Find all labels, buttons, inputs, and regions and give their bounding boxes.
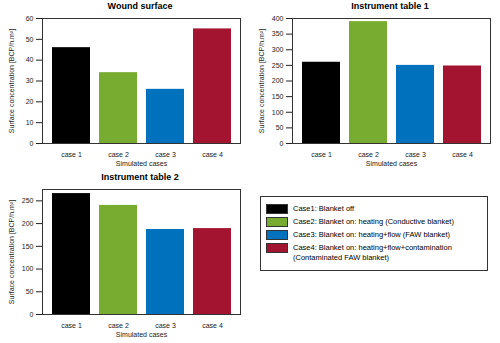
svg-text:400: 400 [272, 15, 284, 22]
html-text:Case3: Blanket on: heating+flo: Case3: Blanket on: heating+flow (FAW bla… [293, 230, 451, 239]
svg-text:200: 200 [272, 77, 284, 84]
svg-text:case 3: case 3 [155, 151, 176, 158]
svg-text:150: 150 [272, 93, 284, 100]
svg-text:40: 40 [26, 56, 34, 63]
svg-text:300: 300 [272, 46, 284, 53]
svg-text:250: 250 [272, 62, 284, 69]
svg-text:100: 100 [22, 265, 34, 272]
svg-text:350: 350 [272, 30, 284, 37]
svg-text:30: 30 [26, 77, 34, 84]
svg-text:Simulated cases: Simulated cases [116, 160, 168, 167]
svg-text:Surface concentration [BCP/h.m: Surface concentration [BCP/h.m²] [8, 200, 16, 304]
svg-text:case 2: case 2 [108, 151, 129, 158]
svg-text:0: 0 [30, 311, 34, 318]
html-text:Case1: Blanket off: Case1: Blanket off [293, 204, 355, 213]
svg-text:20: 20 [26, 98, 34, 105]
svg-text:0: 0 [30, 140, 34, 147]
html-text:Instrument table 2: Instrument table 2 [101, 172, 179, 182]
svg-text:case 2: case 2 [358, 151, 379, 158]
svg-text:50: 50 [26, 36, 34, 43]
svg-text:case 4: case 4 [452, 151, 473, 158]
svg-text:case 4: case 4 [202, 151, 223, 158]
svg-text:250: 250 [22, 197, 34, 204]
svg-text:case 1: case 1 [311, 151, 332, 158]
svg-text:case 3: case 3 [155, 322, 176, 329]
svg-text:60: 60 [26, 15, 34, 22]
svg-text:0: 0 [280, 140, 284, 147]
html-text:Instrument table 1: Instrument table 1 [351, 1, 429, 11]
svg-text:Simulated cases: Simulated cases [366, 160, 418, 167]
svg-text:case 4: case 4 [202, 322, 223, 329]
svg-text:case 3: case 3 [405, 151, 426, 158]
svg-text:50: 50 [26, 288, 34, 295]
svg-text:Surface concentration [BCP/h.m: Surface concentration [BCP/h.m²] [258, 29, 266, 133]
svg-text:Surface concentration [BCP/h.m: Surface concentration [BCP/h.m²] [8, 29, 16, 133]
html-text:Case2: Blanket on: heating (Co: Case2: Blanket on: heating (Conductive b… [293, 217, 454, 226]
svg-text:50: 50 [276, 124, 284, 131]
svg-text:150: 150 [22, 243, 34, 250]
html-text:Case4: Blanket on: heating+flo: Case4: Blanket on: heating+flow+contamin… [293, 243, 452, 262]
svg-text:100: 100 [272, 108, 284, 115]
svg-text:case 1: case 1 [61, 151, 82, 158]
svg-text:Simulated cases: Simulated cases [116, 331, 168, 338]
svg-text:case 2: case 2 [108, 322, 129, 329]
svg-text:case 1: case 1 [61, 322, 82, 329]
svg-text:10: 10 [26, 119, 34, 126]
html-text:Wound surface: Wound surface [107, 1, 173, 11]
svg-text:200: 200 [22, 220, 34, 227]
